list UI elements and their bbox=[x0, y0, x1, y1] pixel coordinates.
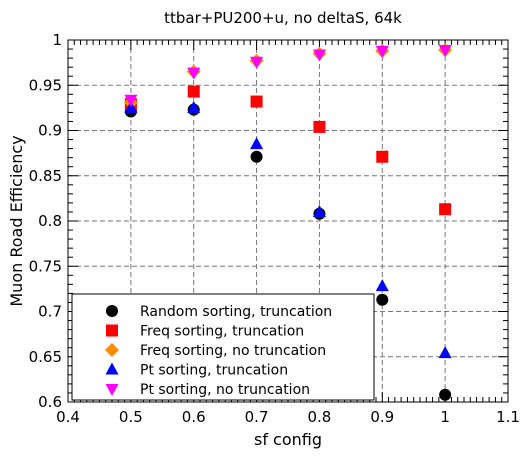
x-tick-label: 0.5 bbox=[119, 408, 143, 426]
legend-marker bbox=[105, 362, 119, 375]
chart-title: ttbar+PU200+u, no deltaS, 64k bbox=[164, 9, 402, 27]
data-point bbox=[376, 150, 389, 163]
x-tick-label: 0.8 bbox=[307, 408, 331, 426]
x-tick-label: 0.6 bbox=[182, 408, 206, 426]
data-point bbox=[250, 137, 264, 150]
y-tick-label: 1 bbox=[52, 31, 62, 49]
data-point bbox=[438, 346, 452, 359]
data-point bbox=[250, 95, 263, 108]
legend-marker bbox=[106, 324, 118, 337]
legend-label: Pt sorting, truncation bbox=[140, 363, 288, 379]
x-tick-label: 1 bbox=[440, 408, 450, 426]
y-tick-label: 0.6 bbox=[38, 393, 62, 411]
x-tick-label: 0.9 bbox=[370, 408, 394, 426]
y-tick-label: 0.9 bbox=[38, 122, 62, 140]
x-axis-label: sf config bbox=[254, 430, 322, 449]
y-tick-label: 0.95 bbox=[29, 76, 62, 94]
data-point bbox=[375, 45, 389, 58]
data-point bbox=[124, 94, 138, 107]
data-point bbox=[375, 279, 389, 292]
x-tick-labels: 0.4 0.5 0.6 0.7 0.8 0.9 1 1.1 bbox=[56, 408, 520, 426]
x-tick-label: 1.1 bbox=[496, 408, 520, 426]
y-tick-label: 0.8 bbox=[38, 212, 62, 230]
data-point bbox=[187, 85, 200, 98]
legend-marker bbox=[106, 305, 118, 317]
series-group bbox=[124, 44, 452, 107]
data-point bbox=[313, 120, 326, 133]
legend-marker bbox=[105, 343, 119, 357]
y-tick-label: 0.85 bbox=[29, 167, 62, 185]
y-tick-label: 0.75 bbox=[29, 257, 62, 275]
y-tick-label: 0.65 bbox=[29, 348, 62, 366]
plot-frame bbox=[67, 39, 509, 403]
y-tick-labels: 0.6 0.65 0.7 0.75 0.8 0.85 0.9 0.95 1 bbox=[29, 31, 62, 411]
data-point bbox=[376, 293, 389, 306]
legend-label: Random sorting, truncation bbox=[140, 304, 332, 320]
data-point bbox=[312, 49, 326, 62]
legend-marker bbox=[105, 384, 119, 396]
legend-label: Freq sorting, truncation bbox=[140, 324, 304, 340]
data-point bbox=[187, 67, 201, 80]
legend: Random sorting, truncation Freq sorting, … bbox=[71, 293, 375, 401]
data-point bbox=[438, 44, 452, 57]
data-point bbox=[124, 100, 138, 113]
data-point bbox=[250, 150, 263, 163]
data-point bbox=[187, 100, 201, 113]
data-points bbox=[123, 42, 453, 401]
y-axis-label: Muon Road Efficiency bbox=[7, 135, 26, 306]
x-tick-label: 0.7 bbox=[245, 408, 269, 426]
data-point bbox=[439, 203, 452, 216]
legend-label: Freq sorting, no truncation bbox=[140, 343, 326, 359]
y-tick-label: 0.7 bbox=[38, 303, 62, 321]
data-point bbox=[439, 388, 452, 401]
legend-label: Pt sorting, no truncation bbox=[140, 382, 310, 398]
series-group bbox=[124, 100, 452, 359]
x-tick-label: 0.4 bbox=[56, 408, 80, 426]
data-point bbox=[312, 204, 326, 217]
data-point bbox=[250, 56, 264, 69]
legend-box bbox=[71, 293, 375, 401]
